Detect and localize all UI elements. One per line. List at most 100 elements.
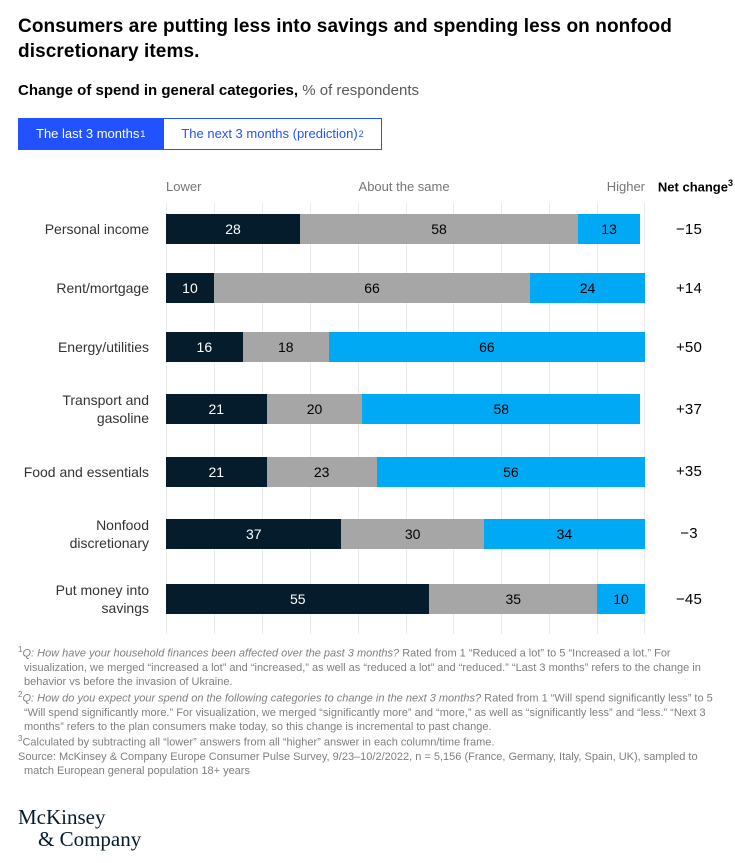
footnotes: 1Q: How have your household finances bee… [18,645,717,779]
axis-labels: Lower About the same Higher [166,179,645,194]
net-change-value: −45 [675,590,703,608]
bar-track: 21 20 58 [166,394,645,425]
footnote-text: Calculated by subtracting all “lower” an… [22,737,495,750]
stacked-bar-chart: Lower About the same Higher Net change3 … [18,178,733,635]
bar-value-about-the-same: 20 [306,401,323,418]
bar-value-higher: 10 [613,591,629,608]
chart-row: Put money into savings 55 35 10 −45 [18,581,733,617]
net-change-value: +35 [675,463,703,481]
chart-row: Rent/mortgage 10 66 24 +14 [18,273,733,304]
net-change-header: Net change3 [645,178,733,194]
bar-segment-lower: 55 [166,584,430,615]
bar-value-about-the-same: 35 [505,591,522,608]
bar-value-lower: 16 [196,339,213,356]
row-category-label: Transport and gasoline [62,392,149,427]
bar-value-about-the-same: 58 [431,221,447,238]
footnote-question-text: Q: How have your household finances been… [22,648,400,661]
bar-value-higher: 13 [601,221,617,238]
bar-value-lower: 10 [182,280,198,297]
bar-segment-higher: 34 [483,518,645,549]
bar-value-about-the-same: 18 [277,339,294,356]
bar-value-higher: 24 [579,280,596,297]
bar-segment-lower: 10 [166,273,214,304]
axis-label-lower: Lower [166,179,202,195]
bar-value-about-the-same: 66 [364,280,380,297]
footnote-text: Rated from 1 “Reduced a lot” to 5 “Incre… [24,648,701,688]
bar-segment-about-the-same: 23 [266,456,377,487]
chart-row: Personal income 28 58 13 −15 [18,214,733,245]
bar-value-higher: 58 [493,401,510,418]
bar-track: 37 30 34 [166,518,645,549]
bar-track: 28 58 13 [166,214,645,245]
chart-column-headers: Lower About the same Higher Net change3 [18,178,733,194]
net-change-value: +50 [675,338,703,356]
net-change-value: −3 [680,525,698,543]
chart-row: Energy/utilities 16 18 66 +50 [18,332,733,363]
time-frame-tabs: The last 3 months 1 The next 3 months (pr… [18,117,717,150]
bar-segment-higher: 56 [376,456,645,487]
net-change-footnote-marker: 3 [727,177,733,188]
chart-row: Transport and gasoline 21 20 58 +37 [18,391,733,427]
chart-row: Nonfood discretionary 37 30 34 −3 [18,516,733,552]
bar-segment-higher: 66 [328,332,645,363]
chart-subtitle: Change of spend in general categories, %… [18,82,717,99]
bar-segment-higher: 13 [577,214,641,245]
footnote-2: 2Q: How do you expect your spend on the … [18,690,717,735]
bar-segment-about-the-same: 35 [429,584,598,615]
source-note: Source: McKinsey & Company Europe Consum… [18,751,717,779]
bar-segment-about-the-same: 58 [300,214,578,245]
bar-segment-about-the-same: 30 [341,518,484,549]
bar-value-about-the-same: 23 [313,463,330,480]
net-change-header-label: Net change [657,179,728,195]
bar-value-higher: 34 [556,525,573,542]
footnote-marker: 3 [18,734,23,744]
bar-segment-higher: 10 [597,584,646,615]
footnote-text: Source: McKinsey & Company Europe Consum… [18,751,698,778]
subtitle-unit: % of respondents [298,81,419,99]
footnote-question-text: Q: How do you expect your spend on the f… [22,692,482,705]
footnote-1: 1Q: How have your household finances bee… [18,645,717,690]
bar-track: 16 18 66 [166,332,645,363]
row-category-label: Rent/mortgage [56,280,149,297]
tab-label: The next 3 months (prediction) [181,126,358,142]
bar-value-lower: 28 [225,221,241,238]
bar-segment-about-the-same: 66 [213,273,531,304]
bar-value-lower: 55 [289,591,306,608]
tab-last-3-months[interactable]: The last 3 months 1 [18,117,164,150]
subtitle-bold: Change of spend in general categories, [18,81,299,99]
mckinsey-logo: McKinsey & Company [18,806,717,863]
bar-track: 10 66 24 [166,273,645,304]
bar-value-about-the-same: 30 [404,525,421,542]
footnote-marker: 1 [18,645,23,655]
footnote-text: Rated from 1 “Will spend significantly l… [24,692,713,733]
bar-value-higher: 66 [479,339,495,356]
bar-segment-lower: 16 [166,332,243,363]
row-category-label: Nonfood discretionary [69,516,149,551]
bar-segment-higher: 24 [530,273,645,304]
chart-plot-area: Personal income 28 58 13 −15 Rent/mortga… [18,203,733,635]
bar-segment-lower: 21 [166,456,267,487]
bar-segment-lower: 37 [166,518,342,549]
axis-label-higher: Higher [606,179,645,195]
bar-segment-about-the-same: 20 [266,394,363,425]
bar-track: 21 23 56 [166,456,645,487]
tab-label: The last 3 months [36,126,140,142]
chart-row: Food and essentials 21 23 56 +35 [18,456,733,487]
net-change-value: +14 [675,279,703,297]
row-category-label: Food and essentials [23,463,149,480]
footnote-3: 3Calculated by subtracting all “lower” a… [18,734,717,751]
bar-segment-lower: 28 [166,214,301,245]
tab-next-3-months[interactable]: The next 3 months (prediction) 2 [163,117,382,150]
bar-segment-lower: 21 [166,394,267,425]
bar-value-lower: 21 [208,401,225,418]
bar-segment-about-the-same: 18 [242,332,329,363]
net-change-value: +37 [675,400,703,418]
logo-line-2: & Company [38,827,142,852]
row-category-label: Energy/utilities [57,339,149,356]
page-title: Consumers are putting less into savings … [18,16,672,63]
bar-track: 55 35 10 [166,584,646,615]
logo-line-1: McKinsey [18,805,106,830]
bar-segment-higher: 58 [362,394,641,425]
footnote-marker: 2 [18,689,23,699]
